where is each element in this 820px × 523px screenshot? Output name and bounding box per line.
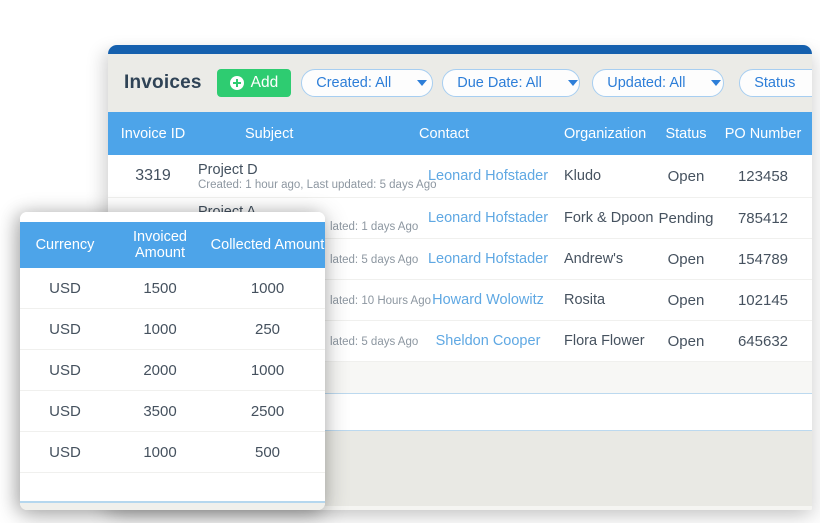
po-number-cell: 645632	[737, 332, 789, 350]
contact-link[interactable]: Leonard Hofstader	[427, 251, 549, 267]
invoiced-amount-cell: 1500	[143, 279, 177, 297]
organization-cell: Fork & Dpoon	[564, 210, 654, 226]
column-header-collected-amount: Collected Amount	[210, 237, 325, 253]
filter-created-dropdown[interactable]: Created: All	[301, 69, 434, 97]
column-header-subject: Subject	[245, 125, 294, 142]
invoices-toolbar: Invoices Add Created: All Due Date: All …	[108, 54, 812, 112]
currency-row: USD 1000 500	[20, 432, 325, 473]
currency-row: USD 1500 1000	[20, 268, 325, 309]
column-header-contact: Contact	[419, 125, 469, 142]
invoice-table-header: Invoice ID Subject Contact Organization …	[108, 112, 812, 155]
currency-table-body: USD 1500 1000 USD 1000 250 USD 2000 1000 USD 3500 2…	[20, 268, 325, 473]
column-header-po-number: PO Number	[724, 125, 802, 142]
subject-cell: lated: 5 days Ago	[198, 239, 418, 279]
filter-updated-label: Updated: All	[607, 75, 686, 91]
currency-cell: USD	[49, 279, 81, 297]
po-number-cell: 785412	[737, 209, 789, 227]
po-number-cell: 123458	[737, 167, 789, 185]
add-button-label: Add	[250, 74, 279, 91]
column-header-status: Status	[665, 125, 707, 142]
column-header-invoice-id: Invoice ID	[120, 125, 186, 142]
plus-circle-icon	[229, 76, 244, 90]
invoiced-amount-cell: 3500	[143, 402, 177, 420]
status-cell: Open	[667, 291, 705, 309]
overlay-empty-row	[20, 473, 325, 503]
chevron-down-icon	[417, 80, 428, 86]
collected-amount-cell: 500	[254, 443, 281, 461]
status-cell: Pending	[658, 209, 714, 227]
status-cell: Open	[667, 167, 705, 185]
collected-amount-cell: 250	[254, 320, 281, 338]
contact-link[interactable]: Leonard Hofstader	[427, 210, 549, 226]
subject-note: lated: 10 Hours Ago	[330, 294, 432, 307]
chevron-down-icon	[567, 80, 578, 86]
collected-amount-cell: 1000	[250, 361, 285, 379]
currency-row: USD 1000 250	[20, 309, 325, 350]
overlay-footer-strip	[20, 503, 325, 510]
filter-due-date-dropdown[interactable]: Due Date: All	[442, 69, 581, 97]
organization-cell: Kludo	[564, 168, 602, 184]
filter-due-date-label: Due Date: All	[457, 75, 542, 91]
contact-link[interactable]: Howard Wolowitz	[432, 292, 544, 308]
currency-cell: USD	[49, 320, 81, 338]
column-header-organization: Organization	[564, 125, 647, 142]
status-cell: Open	[667, 250, 705, 268]
panel-top-accent	[108, 45, 812, 54]
invoice-id-cell: 3319	[135, 167, 171, 184]
currency-amounts-panel: Currency Invoiced Amount Collected Amoun…	[20, 212, 325, 510]
subject-cell: lated: 10 Hours Ago	[198, 280, 432, 320]
subject-note: Created: 1 hour ago, Last updated: 5 day…	[198, 178, 437, 191]
chevron-down-icon	[711, 80, 722, 86]
currency-cell: USD	[49, 443, 81, 461]
subject-cell: Project D Created: 1 hour ago, Last updat…	[198, 155, 437, 197]
currency-cell: USD	[49, 402, 81, 420]
subject-cell: lated: 5 days Ago	[198, 321, 418, 361]
invoiced-amount-cell: 1000	[143, 320, 177, 338]
overlay-top-sliver	[20, 212, 325, 222]
contact-link[interactable]: Leonard Hofstader	[427, 168, 549, 184]
column-header-invoiced-amount: Invoiced Amount	[132, 229, 187, 261]
collected-amount-cell: 2500	[250, 402, 285, 420]
invoiced-amount-cell: 1000	[143, 443, 177, 461]
column-header-currency: Currency	[35, 237, 95, 253]
filter-status-label: Status	[754, 75, 796, 91]
po-number-cell: 154789	[737, 250, 789, 268]
currency-row: USD 3500 2500	[20, 391, 325, 432]
collected-amount-cell: 1000	[250, 279, 285, 297]
add-invoice-button[interactable]: Add	[216, 69, 292, 97]
filter-status-input[interactable]: Status	[739, 69, 812, 97]
subject-note: lated: 5 days Ago	[330, 253, 419, 266]
subject-title: Project D	[198, 161, 258, 178]
page-title: Invoices	[124, 72, 202, 93]
status-cell: Open	[667, 332, 705, 350]
currency-cell: USD	[49, 361, 81, 379]
filter-updated-dropdown[interactable]: Updated: All	[592, 69, 725, 97]
contact-link[interactable]: Sheldon Cooper	[435, 333, 541, 349]
filter-created-label: Created: All	[316, 75, 392, 91]
currency-table-header: Currency Invoiced Amount Collected Amoun…	[20, 222, 325, 268]
organization-cell: Rosita	[564, 292, 606, 308]
subject-note: lated: 5 days Ago	[330, 335, 419, 348]
organization-cell: Andrew's	[564, 251, 624, 267]
invoiced-amount-cell: 2000	[143, 361, 177, 379]
subject-note: lated: 1 days Ago	[330, 220, 419, 233]
invoice-row: 3319 Project D Created: 1 hour ago, Last u…	[108, 155, 812, 198]
organization-cell: Flora Flower	[564, 333, 645, 349]
currency-row: USD 2000 1000	[20, 350, 325, 391]
po-number-cell: 102145	[737, 291, 789, 309]
panel-bottom-strip	[108, 506, 812, 510]
